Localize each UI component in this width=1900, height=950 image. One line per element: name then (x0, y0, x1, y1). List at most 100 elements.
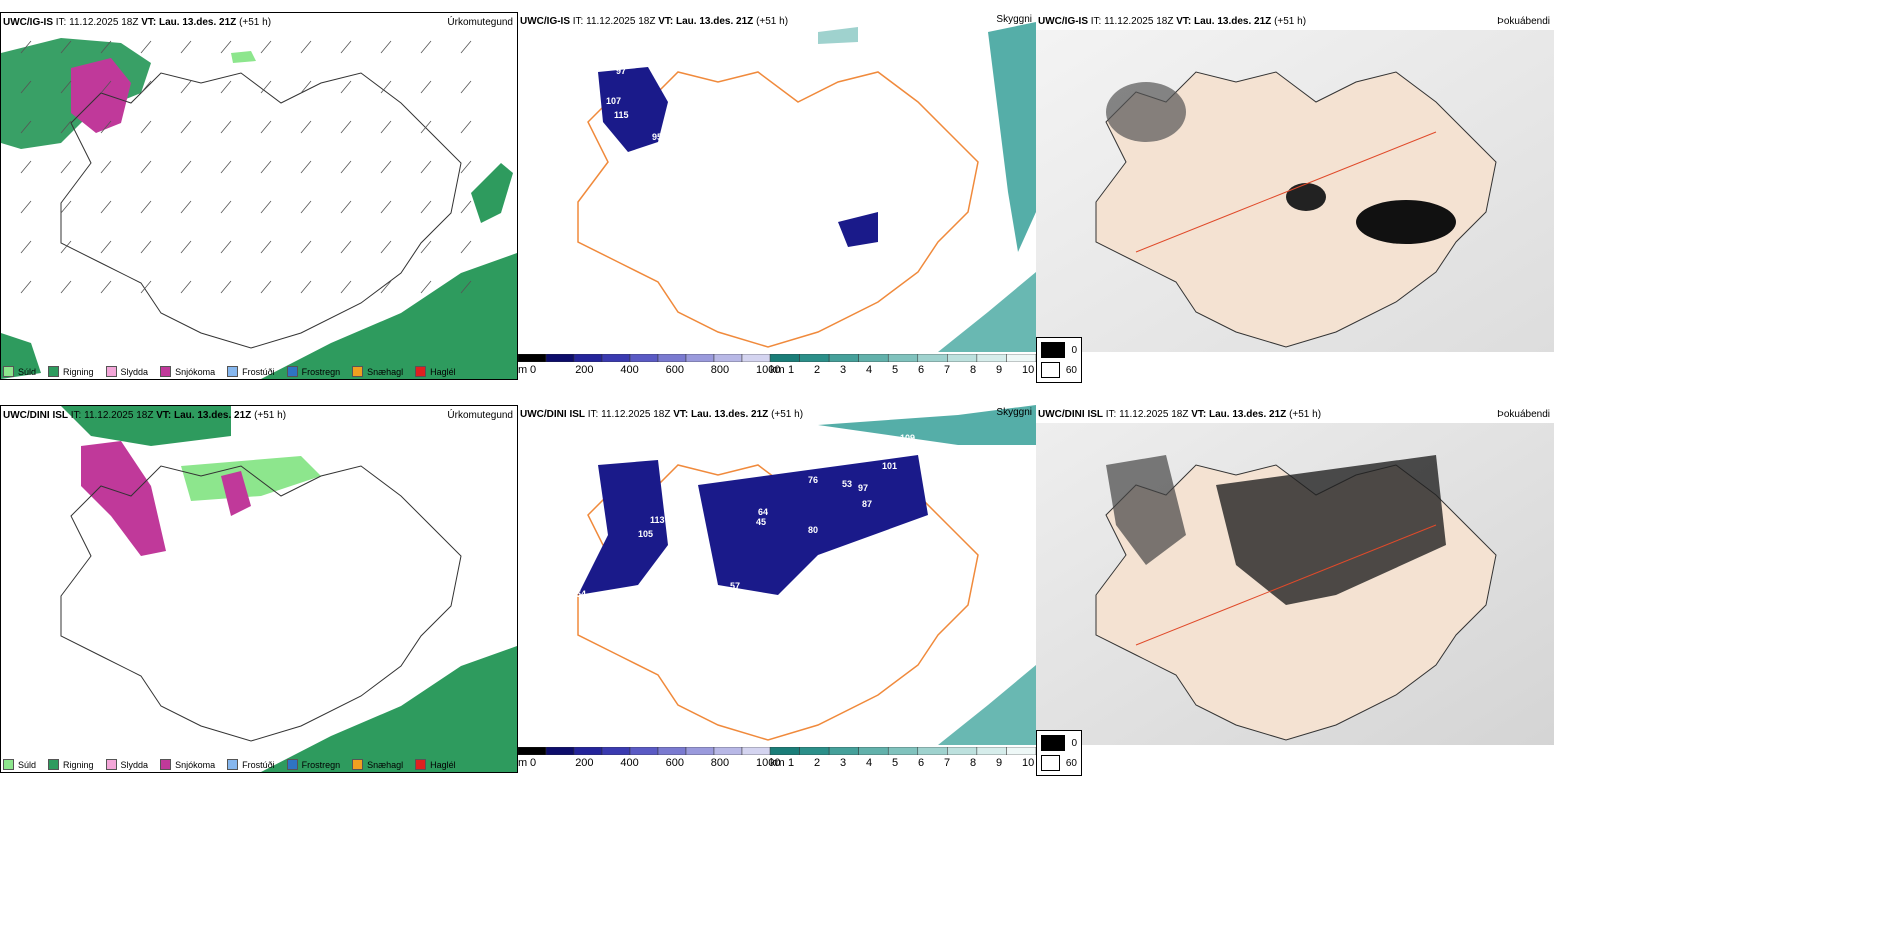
wind-barb (460, 280, 472, 294)
wind-barb (20, 280, 32, 294)
fog-swatch (1041, 735, 1066, 751)
vt-label: VT: (658, 16, 674, 27)
cloud-base-label: 60 (656, 72, 666, 82)
wind-barb (220, 200, 232, 214)
colorbar-segment (713, 354, 743, 362)
lead-time: (+51 h) (771, 409, 804, 420)
wind-barb (140, 240, 152, 254)
wind-barb (460, 200, 472, 214)
colorbar-segment (601, 354, 631, 362)
colorbar-tick-label: 600 (665, 757, 684, 769)
wind-barb (420, 120, 432, 134)
wind-barb (420, 40, 432, 54)
colorbar-segment (713, 747, 743, 755)
wind-barb (380, 200, 392, 214)
wind-barb (300, 40, 312, 54)
init-time: 11.12.2025 18Z (1119, 409, 1189, 420)
init-time: 11.12.2025 18Z (601, 409, 671, 420)
colorbar-tick-label: 3 (840, 364, 847, 376)
visibility-unit: km (770, 757, 785, 769)
height-unit: m (518, 364, 528, 376)
cloud-base-label: 53 (842, 479, 852, 489)
vt-label: VT: (1176, 16, 1192, 27)
visibility-colorbar: km 1 2 3 4 5 6 7 8 9 10 (770, 747, 1036, 771)
wind-barb (140, 160, 152, 174)
wind-barb (380, 160, 392, 174)
legend-item: Frostúði (227, 759, 275, 770)
cloud-base-label: 80 (808, 525, 818, 535)
colorbar-tick-label: 0 (530, 757, 537, 769)
colorbar-segment (518, 354, 547, 362)
colorbar-segment (799, 747, 830, 755)
legend-label: Frostregn (301, 759, 341, 770)
legend-swatch (352, 366, 364, 377)
panel-title: Skyggni (996, 14, 1032, 25)
colorbar-segment (858, 354, 889, 362)
legend-label: Snæhagl (367, 366, 404, 377)
wind-barb (260, 80, 272, 94)
colorbar-segment (629, 747, 659, 755)
it-label: IT: (55, 17, 67, 28)
it-label: IT: (572, 16, 584, 27)
legend-item: Slydda (105, 366, 149, 377)
wind-barb (420, 80, 432, 94)
colorbar-tick-label: 8 (970, 757, 977, 769)
wind-barb (60, 240, 72, 254)
legend-swatch (352, 759, 364, 770)
valid-time: Lau. 13.des. 21Z (691, 409, 769, 420)
fog-swatch (1041, 362, 1060, 378)
precip-map-dini (60, 406, 517, 772)
cloud-panel-dini: 112 67 113 105 91 45 64 80 76 53 97 87 92 70 101 109 51 5… (518, 405, 1036, 773)
wind-barb (140, 280, 152, 294)
wind-barb (100, 120, 112, 134)
cloud-base-label: 115 (614, 110, 629, 120)
legend-swatch (227, 759, 239, 770)
legend-label: Slydda (120, 366, 149, 377)
wind-barb (340, 240, 352, 254)
wind-barb (460, 120, 472, 134)
fog-legend: 0 60 (1036, 730, 1082, 776)
cloud-base-label: 113 (650, 515, 665, 525)
legend-label: Frostregn (301, 366, 341, 377)
panel-title: Þokuábendi (1497, 409, 1550, 420)
height-colorbar-strip (518, 354, 770, 362)
cloud-base-label: 87 (862, 499, 872, 509)
wind-barb (220, 160, 232, 174)
cloud-base-label: 92 (868, 437, 878, 447)
legend-label: Snjókoma (175, 759, 216, 770)
legend-swatch (3, 759, 14, 770)
cloud-map-ig: 97 60 107 115 45 95 63 (577, 22, 1036, 352)
colorbar-segment (629, 354, 659, 362)
wind-barb (460, 160, 472, 174)
wind-barb (340, 160, 352, 174)
cloud-base-label: 54 (576, 589, 586, 599)
legend-swatch (286, 759, 298, 770)
legend-label: Rigning (63, 366, 94, 377)
model-name: UWC/DINI ISL (1038, 409, 1103, 420)
fog-label: 0 (1071, 737, 1077, 749)
colorbar-segment (741, 354, 770, 362)
legend-swatch (415, 366, 427, 377)
colorbar-segment (601, 747, 631, 755)
fog-swatch (1041, 342, 1066, 358)
legend-label: Súld (18, 759, 37, 770)
valid-time: Lau. 13.des. 21Z (1209, 409, 1287, 420)
colorbar-segment (947, 354, 978, 362)
cloud-base-label: 41 (678, 573, 688, 583)
colorbar-tick-label: 8 (970, 364, 977, 376)
wind-barb (60, 280, 72, 294)
wind-barb (60, 160, 72, 174)
init-time: 11.12.2025 18Z (69, 17, 139, 28)
fog-panel-dini: UWC/DINI ISL IT: 11.12.2025 18Z VT: Lau.… (1036, 405, 1554, 776)
wind-barb (460, 40, 472, 54)
wind-barb (260, 280, 272, 294)
model-name: UWC/DINI ISL (3, 410, 68, 421)
colorbar-tick-label: 4 (866, 364, 873, 376)
wind-barb (300, 240, 312, 254)
colorbar-segment (1006, 354, 1036, 362)
colorbar-segment (545, 354, 575, 362)
vt-label: VT: (141, 17, 157, 28)
cloud-base-label: 112 (606, 445, 621, 455)
legend-label: Slydda (120, 759, 149, 770)
model-name: UWC/IG-IS (520, 16, 570, 27)
